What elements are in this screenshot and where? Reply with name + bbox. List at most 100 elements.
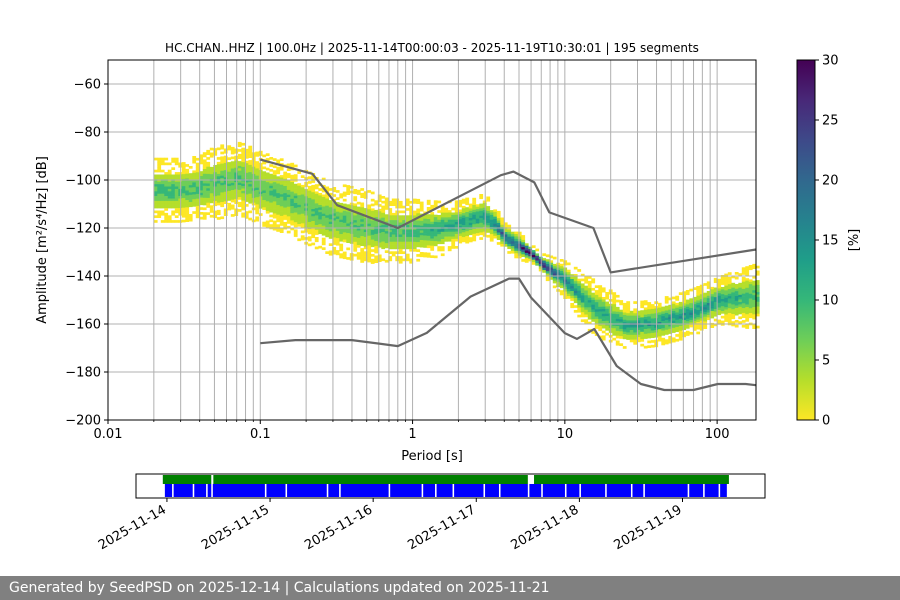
- psd-cell: [374, 212, 379, 215]
- psd-cell: [335, 250, 340, 253]
- psd-cell: [342, 203, 347, 207]
- psd-cell: [171, 196, 176, 199]
- psd-cell: [738, 273, 743, 276]
- psd-cell: [699, 311, 704, 314]
- psd-cell: [741, 267, 746, 270]
- psd-cell: [720, 282, 725, 285]
- psd-cell: [570, 293, 575, 297]
- psd-cell: [454, 246, 459, 249]
- psd-cell: [370, 237, 375, 240]
- psd-cell: [517, 250, 522, 254]
- psd-cell: [626, 325, 631, 328]
- psd-cell: [297, 171, 302, 174]
- psd-cell: [160, 162, 165, 166]
- psd-cell: [377, 244, 382, 248]
- psd-cell: [717, 302, 722, 306]
- psd-cell: [454, 224, 459, 228]
- psd-cell: [503, 232, 508, 235]
- psd-cell: [444, 234, 449, 237]
- psd-cell: [360, 233, 365, 237]
- psd-cell: [433, 214, 438, 218]
- psd-cell: [629, 310, 634, 314]
- psd-cell: [738, 302, 743, 305]
- psd-cell: [160, 179, 165, 182]
- psd-cell: [514, 253, 519, 256]
- psd-cell: [405, 224, 410, 228]
- psd-cell: [188, 192, 193, 196]
- psd-cell: [314, 229, 319, 233]
- psd-cell: [713, 287, 718, 291]
- psd-cell: [601, 337, 606, 341]
- psd-cell: [430, 243, 435, 246]
- psd-cell: [493, 209, 498, 213]
- psd-cell: [496, 222, 501, 226]
- psd-cell: [552, 275, 557, 279]
- psd-cell: [650, 308, 655, 312]
- psd-cell: [276, 197, 281, 201]
- psd-cell: [486, 220, 491, 224]
- psd-cell: [689, 315, 694, 318]
- psd-cell: [717, 307, 722, 311]
- psd-cell: [675, 334, 680, 337]
- psd-cell: [356, 201, 361, 205]
- psd-cell: [685, 304, 690, 308]
- psd-cell: [206, 166, 211, 170]
- psd-cell: [265, 189, 270, 192]
- psd-cell: [482, 231, 487, 235]
- psd-cell: [440, 222, 445, 225]
- psd-cell: [325, 229, 330, 233]
- psd-cell: [314, 237, 319, 240]
- psd-cell: [461, 232, 466, 235]
- psd-cell: [300, 237, 305, 241]
- psd-cell: [314, 213, 319, 216]
- psd-cell: [405, 220, 410, 223]
- psd-cell: [188, 216, 193, 220]
- psd-cell: [356, 228, 361, 231]
- psd-cell: [664, 332, 669, 335]
- psd-cell: [314, 203, 319, 207]
- segment-block: [423, 484, 436, 497]
- psd-cell: [356, 240, 361, 243]
- psd-cell: [185, 183, 190, 186]
- psd-cell: [419, 240, 424, 243]
- psd-cell: [720, 289, 725, 293]
- psd-cell: [290, 177, 295, 180]
- psd-cell: [206, 188, 211, 191]
- psd-cell: [489, 238, 494, 242]
- psd-cell: [300, 223, 305, 226]
- psd-cell: [510, 231, 515, 235]
- psd-cell: [157, 181, 162, 185]
- x-tick-label: 100: [705, 427, 730, 442]
- psd-cell: [577, 293, 582, 296]
- psd-cell: [598, 294, 603, 298]
- psd-cell: [367, 204, 372, 208]
- y-tick-label: −100: [65, 174, 101, 189]
- psd-cell: [395, 229, 400, 233]
- psd-cell: [167, 198, 172, 202]
- segment-block: [390, 484, 422, 497]
- psd-cell: [619, 336, 624, 339]
- psd-cell: [332, 220, 337, 224]
- psd-cell: [381, 232, 386, 235]
- colorbar-tick-label: 0: [822, 414, 830, 429]
- psd-cell: [622, 331, 627, 335]
- psd-cell: [545, 276, 550, 279]
- psd-cell: [591, 311, 596, 315]
- psd-cell: [283, 171, 288, 175]
- psd-cell: [216, 209, 221, 213]
- psd-cell: [748, 281, 753, 285]
- psd-cell: [405, 200, 410, 204]
- psd-cell: [353, 220, 358, 223]
- psd-cell: [629, 325, 634, 328]
- psd-cell: [720, 294, 725, 297]
- psd-cell: [412, 249, 417, 252]
- psd-cell: [244, 213, 249, 217]
- psd-cell: [360, 260, 365, 263]
- psd-cell: [552, 268, 557, 272]
- psd-cell: [650, 340, 655, 343]
- psd-cell: [587, 283, 592, 286]
- psd-cell: [157, 215, 162, 218]
- psd-cell: [374, 209, 379, 213]
- psd-cell: [738, 309, 743, 312]
- psd-cell: [461, 217, 466, 221]
